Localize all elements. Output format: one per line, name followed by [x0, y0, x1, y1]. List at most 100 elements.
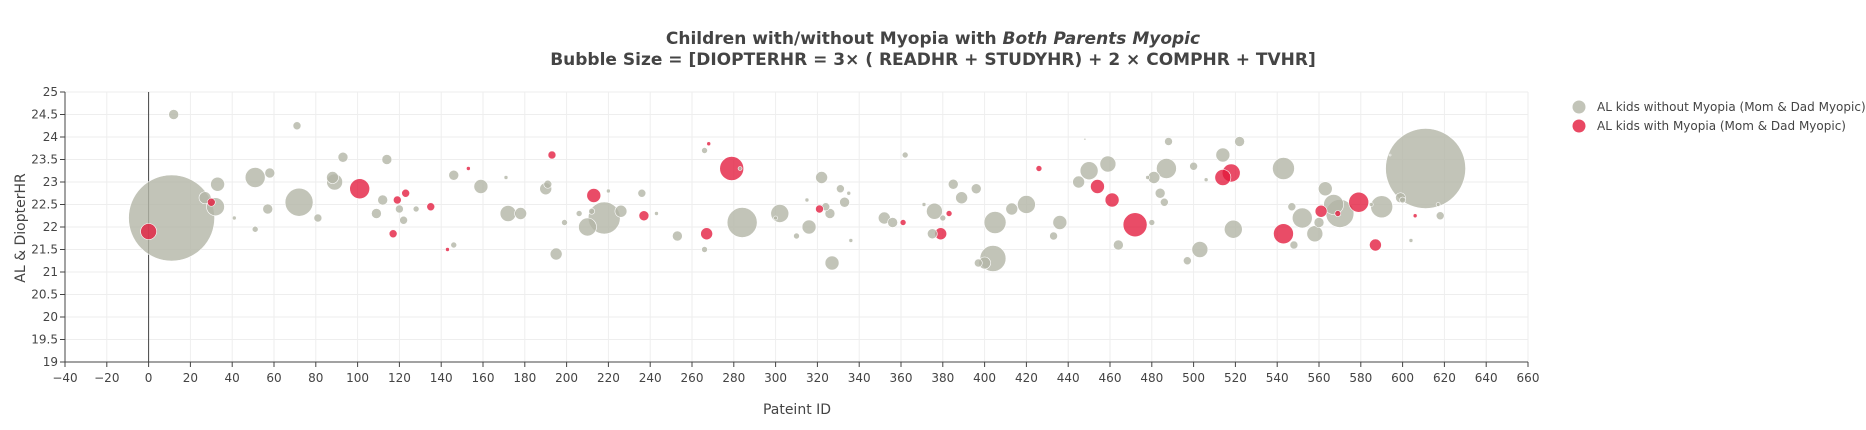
- bubble-with-myopia[interactable]: [945, 210, 953, 217]
- bubble-without-myopia[interactable]: [588, 207, 595, 215]
- bubble-without-myopia[interactable]: [887, 217, 898, 228]
- bubble-without-myopia[interactable]: [974, 258, 983, 268]
- bubble-without-myopia[interactable]: [1156, 158, 1177, 179]
- bubble-without-myopia[interactable]: [606, 188, 611, 194]
- bubble-without-myopia[interactable]: [927, 228, 938, 240]
- bubble-with-myopia[interactable]: [638, 210, 650, 222]
- bubble-without-myopia[interactable]: [1148, 219, 1156, 226]
- bubble-without-myopia[interactable]: [284, 187, 314, 217]
- bubble-without-myopia[interactable]: [168, 109, 179, 120]
- bubble-with-myopia[interactable]: [466, 166, 471, 171]
- bubble-without-myopia[interactable]: [804, 197, 810, 203]
- bubble-without-myopia[interactable]: [1370, 195, 1393, 219]
- bubble-without-myopia[interactable]: [614, 204, 628, 218]
- bubble-with-myopia[interactable]: [1412, 213, 1418, 219]
- bubble-without-myopia[interactable]: [1005, 202, 1019, 216]
- bubble-without-myopia[interactable]: [1388, 153, 1392, 157]
- bubble-without-myopia[interactable]: [1306, 225, 1324, 243]
- bubble-without-myopia[interactable]: [399, 215, 408, 225]
- legend-marker[interactable]: [1572, 100, 1586, 114]
- bubble-without-myopia[interactable]: [1145, 175, 1150, 180]
- bubble-without-myopia[interactable]: [1189, 161, 1198, 171]
- bubble-without-myopia[interactable]: [1272, 157, 1295, 180]
- bubble-without-myopia[interactable]: [1164, 137, 1173, 146]
- bubble-without-myopia[interactable]: [1154, 187, 1166, 199]
- plot-area[interactable]: [128, 109, 1466, 272]
- bubble-without-myopia[interactable]: [1049, 231, 1058, 241]
- bubble-without-myopia[interactable]: [824, 208, 836, 219]
- bubble-with-myopia[interactable]: [1090, 179, 1105, 194]
- bubble-without-myopia[interactable]: [1385, 128, 1466, 209]
- bubble-without-myopia[interactable]: [737, 166, 743, 171]
- bubble-with-myopia[interactable]: [393, 195, 402, 205]
- bubble-without-myopia[interactable]: [1052, 215, 1068, 230]
- bubble-without-myopia[interactable]: [726, 207, 758, 238]
- bubble-without-myopia[interactable]: [1203, 177, 1209, 183]
- bubble-with-myopia[interactable]: [1334, 210, 1342, 217]
- bubble-without-myopia[interactable]: [381, 154, 393, 165]
- bubble-without-myopia[interactable]: [264, 167, 276, 179]
- bubble-with-myopia[interactable]: [1122, 212, 1148, 238]
- bubble-without-myopia[interactable]: [801, 219, 817, 235]
- bubble-without-myopia[interactable]: [473, 179, 489, 194]
- bubble-without-myopia[interactable]: [514, 207, 527, 220]
- bubble-without-myopia[interactable]: [561, 219, 568, 226]
- bubble-without-myopia[interactable]: [503, 175, 509, 180]
- bubble-without-myopia[interactable]: [412, 205, 420, 213]
- bubble-without-myopia[interactable]: [262, 203, 274, 215]
- bubble-with-myopia[interactable]: [815, 204, 824, 214]
- bubble-with-myopia[interactable]: [719, 156, 745, 181]
- bubble-with-myopia[interactable]: [349, 178, 370, 200]
- bubble-without-myopia[interactable]: [654, 211, 659, 216]
- bubble-without-myopia[interactable]: [450, 241, 458, 249]
- legend-label[interactable]: AL kids without Myopia (Mom & Dad Myopic…: [1597, 100, 1866, 114]
- bubble-with-myopia[interactable]: [140, 223, 157, 240]
- bubble-without-myopia[interactable]: [701, 246, 708, 253]
- bubble-without-myopia[interactable]: [901, 151, 909, 159]
- bubble-with-myopia[interactable]: [586, 188, 602, 203]
- bubble-with-myopia[interactable]: [1104, 192, 1120, 208]
- bubble-with-myopia[interactable]: [700, 227, 713, 241]
- bubble-without-myopia[interactable]: [1289, 240, 1299, 250]
- bubble-without-myopia[interactable]: [1313, 217, 1325, 228]
- bubble-without-myopia[interactable]: [313, 213, 323, 223]
- bubble-without-myopia[interactable]: [549, 247, 563, 261]
- bubble-without-myopia[interactable]: [326, 171, 339, 184]
- bubble-without-myopia[interactable]: [1323, 194, 1344, 215]
- bubble-without-myopia[interactable]: [1435, 202, 1441, 207]
- bubble-without-myopia[interactable]: [970, 183, 982, 195]
- bubble-with-myopia[interactable]: [401, 188, 410, 198]
- bubble-without-myopia[interactable]: [578, 217, 597, 237]
- bubble-with-myopia[interactable]: [207, 197, 216, 207]
- bubble-without-myopia[interactable]: [244, 167, 266, 188]
- bubble-without-myopia[interactable]: [499, 205, 517, 222]
- bubble-without-myopia[interactable]: [846, 190, 852, 196]
- bubble-without-myopia[interactable]: [1291, 207, 1313, 229]
- bubble-without-myopia[interactable]: [1079, 161, 1099, 181]
- bubble-without-myopia[interactable]: [337, 151, 349, 163]
- bubble-without-myopia[interactable]: [128, 174, 215, 262]
- bubble-without-myopia[interactable]: [947, 178, 959, 190]
- bubble-without-myopia[interactable]: [575, 210, 583, 217]
- bubble-without-myopia[interactable]: [921, 202, 927, 207]
- bubble-with-myopia[interactable]: [1214, 169, 1232, 186]
- bubble-without-myopia[interactable]: [1072, 175, 1085, 189]
- bubble-without-myopia[interactable]: [1287, 202, 1297, 212]
- bubble-with-myopia[interactable]: [706, 141, 712, 147]
- bubble-without-myopia[interactable]: [839, 196, 850, 208]
- bubble-without-myopia[interactable]: [824, 255, 840, 271]
- bubble-without-myopia[interactable]: [939, 214, 947, 222]
- bubble-without-myopia[interactable]: [1234, 136, 1245, 147]
- bubble-without-myopia[interactable]: [1099, 155, 1117, 173]
- bubble-without-myopia[interactable]: [231, 215, 237, 221]
- bubble-without-myopia[interactable]: [292, 121, 302, 131]
- bubble-with-myopia[interactable]: [445, 247, 450, 252]
- bubble-without-myopia[interactable]: [1017, 195, 1036, 214]
- bubble-without-myopia[interactable]: [983, 211, 1007, 234]
- bubble-with-myopia[interactable]: [547, 150, 557, 160]
- bubble-with-myopia[interactable]: [1035, 165, 1043, 172]
- bubble-without-myopia[interactable]: [251, 225, 259, 233]
- bubble-without-myopia[interactable]: [701, 147, 708, 154]
- bubble-with-myopia[interactable]: [1314, 204, 1328, 218]
- bubble-without-myopia[interactable]: [395, 204, 404, 214]
